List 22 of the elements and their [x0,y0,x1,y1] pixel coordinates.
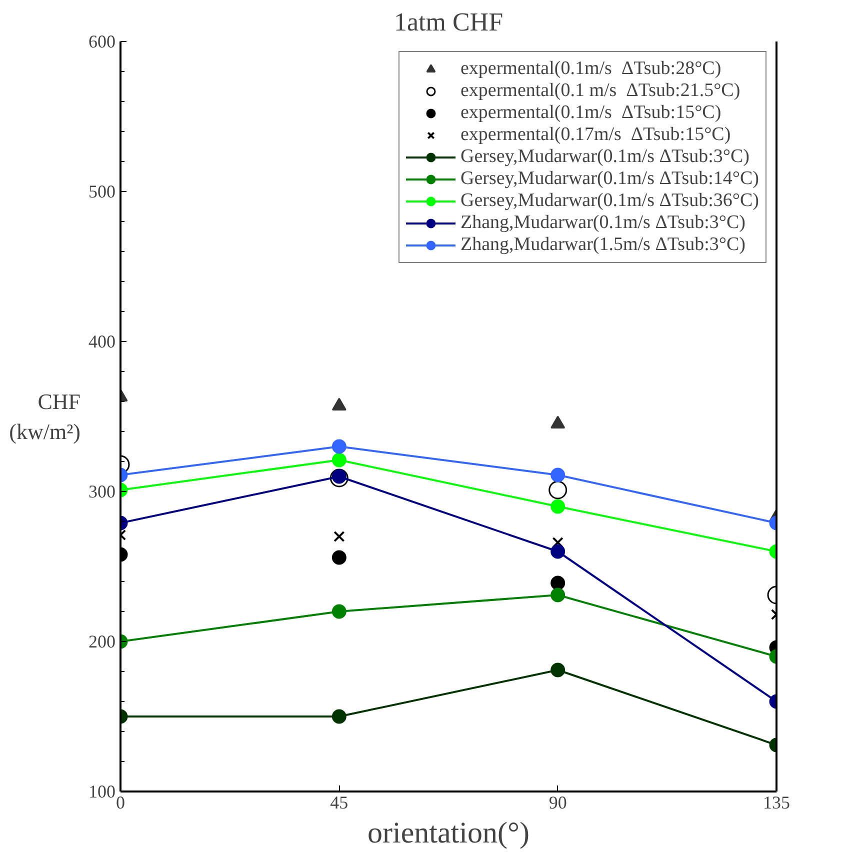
legend-label: Zhang,Mudarwar(0.1m/s ΔTsub:3°C) [460,212,746,234]
x-tick-label: 45 [330,792,348,812]
legend-label: Gersey,Mudarwar(0.1m/s ΔTsub:3°C) [460,146,750,168]
legend-label: expermental(0.1m/s ΔTsub:28°C) [460,58,722,80]
legend-label: Gersey,Mudarwar(0.1m/s ΔTsub:14°C) [460,168,759,190]
y-axis-title: CHF (kw/m²) [9,389,81,444]
legend-label: expermental(0.1 m/s ΔTsub:21.5°C) [460,80,740,102]
legend-label: expermental(0.1m/s ΔTsub:15°C) [460,102,722,124]
y-tick-label: 400 [88,332,116,352]
y-tick-label: 500 [88,182,116,202]
chart-title: 1atm CHF [394,8,504,36]
x-tick-label: 90 [548,792,567,812]
legend-label: expermental(0.17m/s ΔTsub:15°C) [460,124,731,146]
x-axis-title: orientation(°) [368,816,530,850]
legend-label: Gersey,Mudarwar(0.1m/s ΔTsub:36°C) [460,190,759,212]
legend-label: Zhang,Mudarwar(1.5m/s ΔTsub:3°C) [460,234,746,256]
y-tick-label: 600 [88,32,116,52]
x-tick-label: 0 [116,792,125,812]
y-tick-label: 300 [88,482,116,502]
y-tick-label: 200 [88,632,116,652]
x-tick-label: 135 [763,792,790,812]
y-tick-label: 100 [88,782,116,802]
